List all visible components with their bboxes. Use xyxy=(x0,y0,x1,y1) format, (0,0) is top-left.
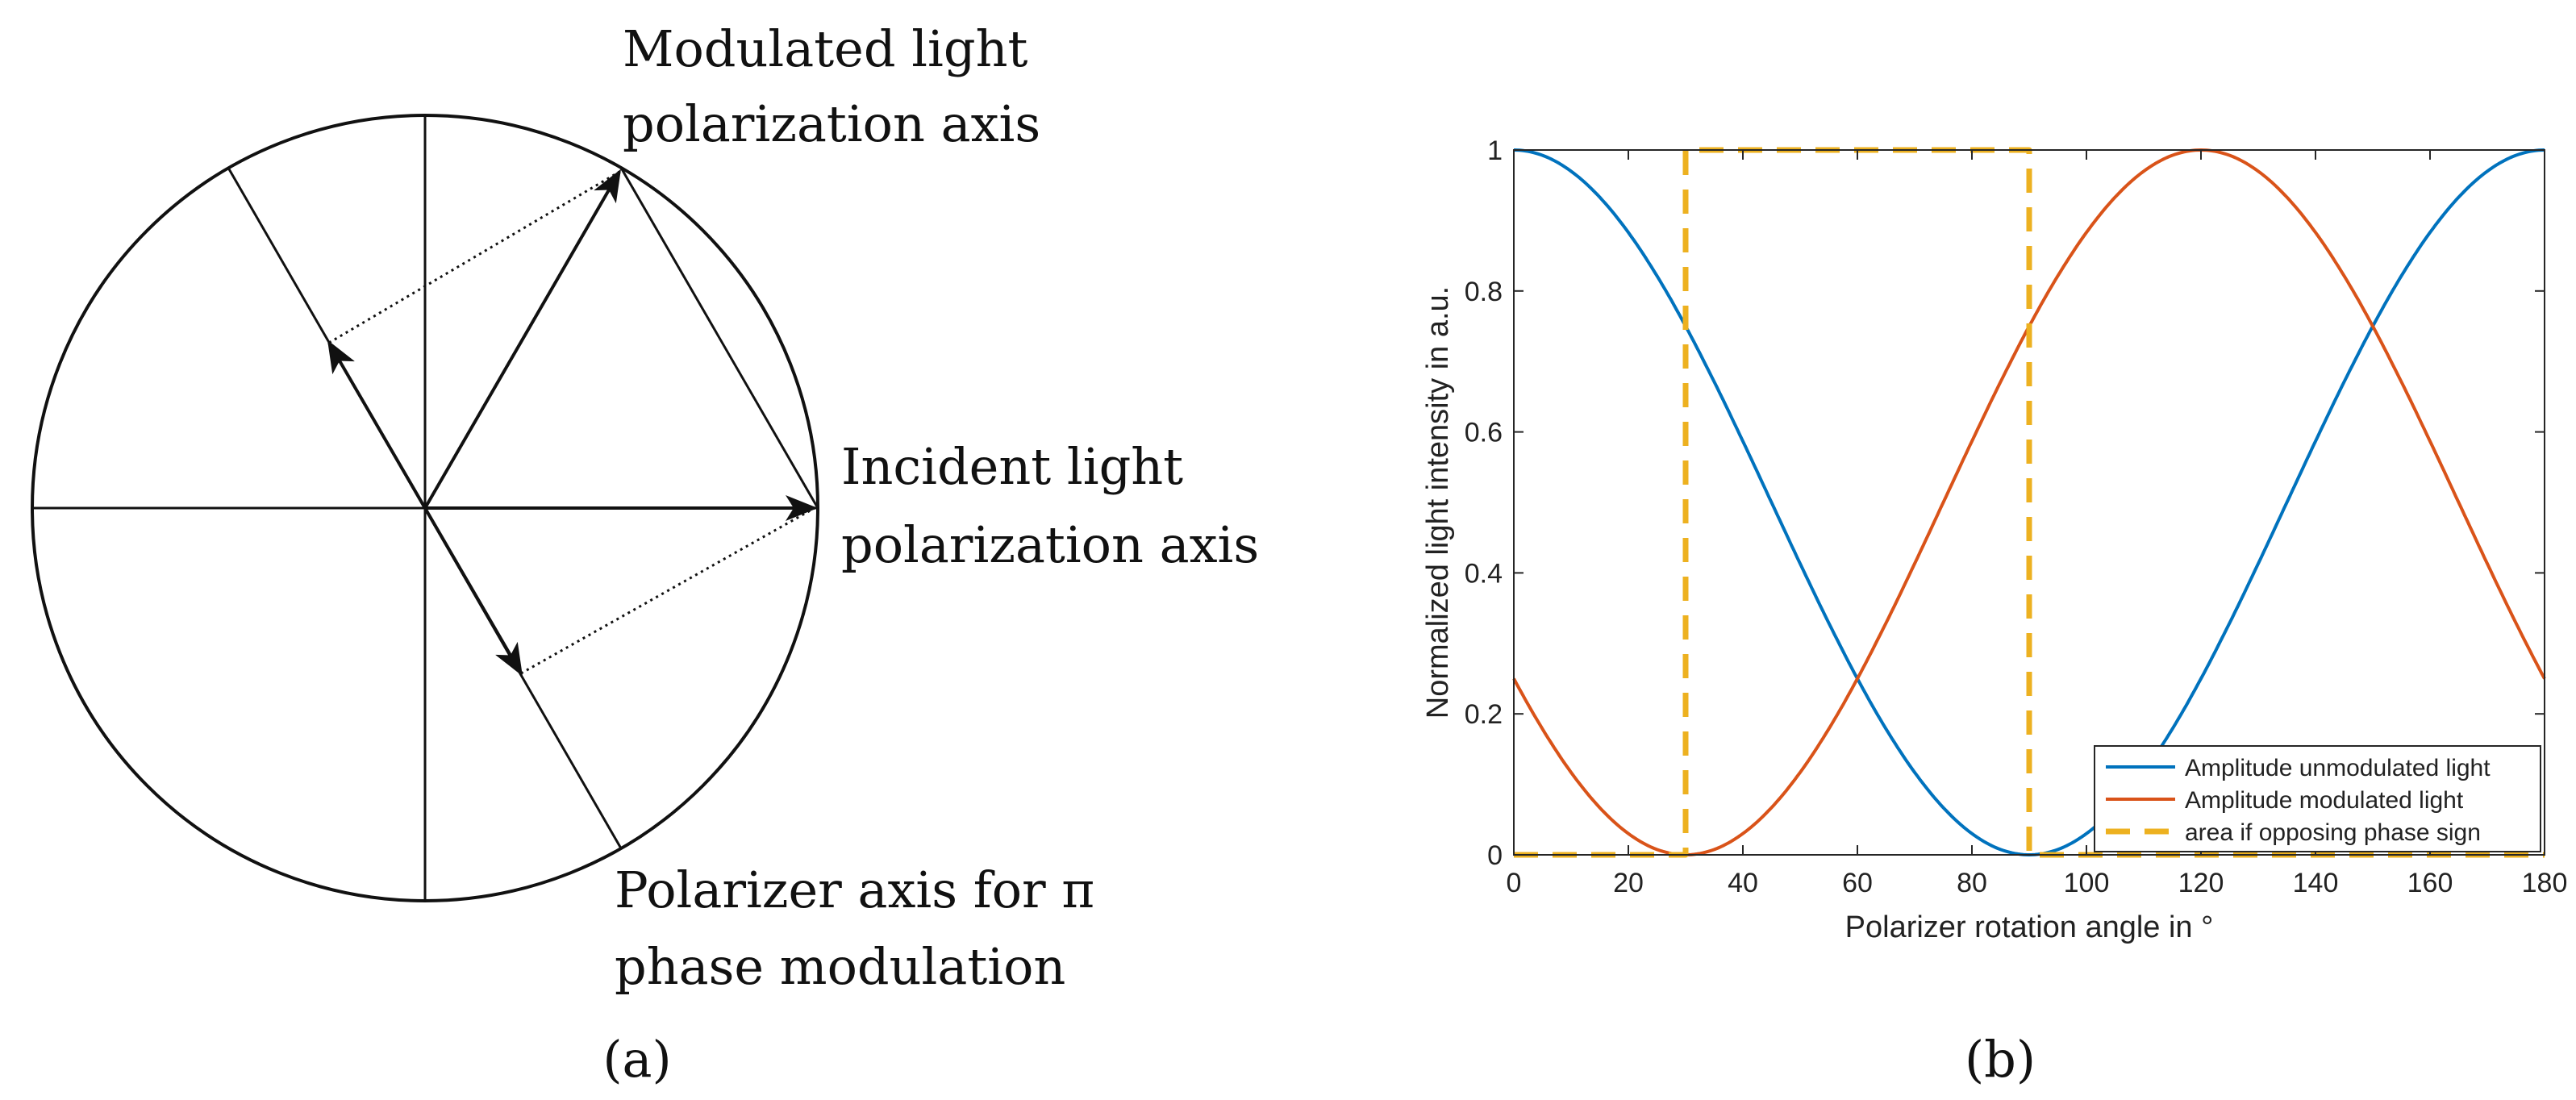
y-tick-label: 0.8 xyxy=(1465,277,1503,307)
x-tick-label: 140 xyxy=(2293,868,2339,898)
polarizer-axis-label-line2: phase modulation xyxy=(615,937,1065,996)
x-tick-label: 180 xyxy=(2522,868,2568,898)
y-tick-label: 1 xyxy=(1487,135,1503,166)
x-tick-label: 80 xyxy=(1957,868,1987,898)
intensity-chart: 0 20 40 60 80 100 120 140 160 180 0 0.2 0.4 0.6 0.8 1 A… xyxy=(1421,135,2567,1089)
y-tick-label: 0.6 xyxy=(1465,418,1503,448)
legend-entry: area if opposing phase sign xyxy=(2185,819,2481,846)
legend: Amplitude unmodulated light Amplitude mod… xyxy=(2094,745,2541,852)
modulated-axis-label-line1: Modulated light xyxy=(623,19,1028,78)
y-tick-label: 0.4 xyxy=(1465,558,1503,589)
incident-axis-label-line2: polarization axis xyxy=(841,515,1259,574)
x-tick-label: 160 xyxy=(2407,868,2453,898)
legend-entry: Amplitude unmodulated light xyxy=(2185,755,2491,781)
incident-axis-label-line1: Incident light xyxy=(841,437,1183,496)
polarization-diagram: Modulated light polarization axis Incide… xyxy=(31,19,1259,1089)
y-tick-label: 0.2 xyxy=(1465,699,1503,730)
polarizer-axis-label-line1: Polarizer axis for π xyxy=(615,860,1094,919)
x-tick-label: 20 xyxy=(1613,868,1644,898)
projection-line-upper xyxy=(328,170,620,344)
component-arrow-lower xyxy=(423,506,523,677)
x-axis-label: Polarizer rotation angle in ° xyxy=(1845,910,2214,944)
x-tick-label: 40 xyxy=(1728,868,1758,898)
panel-a-label: (a) xyxy=(602,1030,671,1089)
axes-box xyxy=(1513,149,2545,856)
modulated-axis-label-line2: polarization axis xyxy=(623,94,1040,153)
x-tick-label: 100 xyxy=(2064,868,2110,898)
y-tick-label: 0 xyxy=(1487,840,1503,871)
y-axis-label: Normalized light intensity in a.u. xyxy=(1421,286,1455,719)
plot-axes: 0 20 40 60 80 100 120 140 160 180 0 0.2 0.4 0.6 0.8 1 xyxy=(1465,135,2568,898)
modulated-axis-arrow xyxy=(423,169,622,510)
x-tick-label: 60 xyxy=(1842,868,1873,898)
legend-entry: Amplitude modulated light xyxy=(2185,787,2464,814)
x-tick-label: 0 xyxy=(1507,868,1522,898)
panel-b-label: (b) xyxy=(1965,1030,2036,1089)
projection-line-lower xyxy=(520,506,815,675)
triangle-side xyxy=(619,167,819,509)
x-tick-label: 120 xyxy=(2178,868,2224,898)
component-arrow-upper xyxy=(327,340,427,510)
